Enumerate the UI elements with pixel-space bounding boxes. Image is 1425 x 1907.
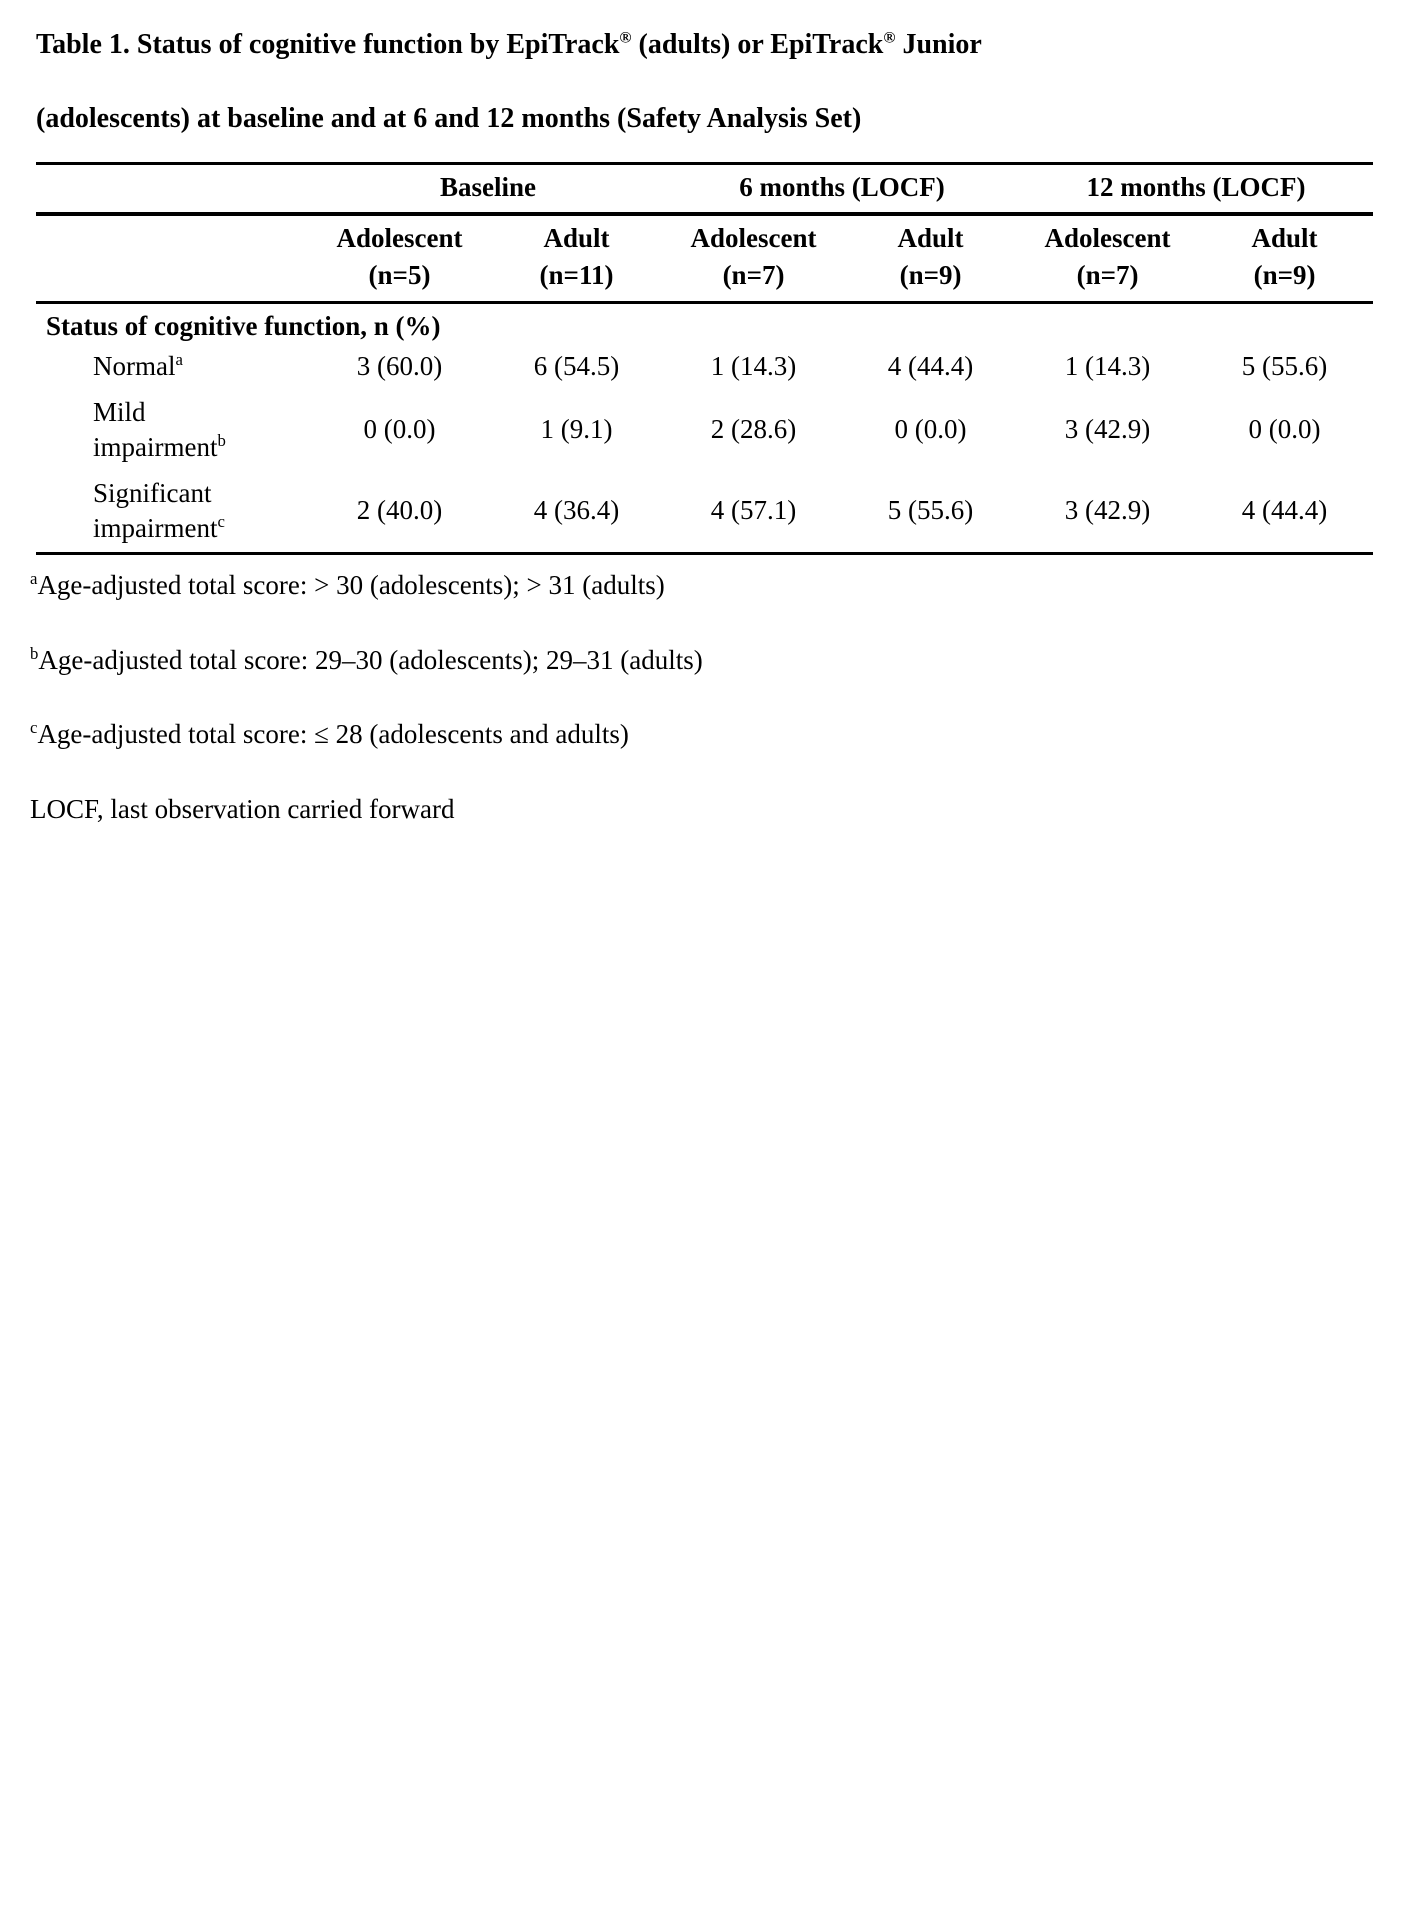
footnote-c: cAge-adjusted total score: ≤ 28 (adolesc… (30, 718, 1375, 752)
group-header-12-months: 12 months (LOCF) (1019, 163, 1374, 216)
footnote-marker-b: b (217, 430, 226, 450)
footnote-a: aAge-adjusted total score: > 30 (adolesc… (30, 569, 1375, 603)
registered-trademark-icon: ® (619, 28, 632, 47)
cognitive-function-table: Baseline 6 months (LOCF) 12 months (LOCF… (36, 162, 1374, 555)
row-label-normal: Normala (36, 344, 311, 390)
title-text: (adults) or EpiTrack (631, 29, 884, 60)
row-label-text: impairment (93, 431, 218, 462)
col-header-baseline-adult: Adult (n=11) (488, 214, 666, 304)
footnote-text: LOCF, last observation carried forward (30, 794, 455, 825)
row-label-text: Normal (93, 350, 176, 381)
title-text: Junior (895, 29, 982, 60)
col-header-n: (n=7) (722, 260, 785, 291)
data-cell: 3 (60.0) (356, 350, 443, 381)
footnote-text: Age-adjusted total score: 29–30 (adolesc… (38, 644, 703, 675)
data-cell: 4 (36.4) (488, 470, 666, 555)
group-header-baseline: Baseline (311, 163, 666, 216)
col-header-label: Adolescent (690, 223, 817, 253)
data-cell: 5 (55.6) (1241, 350, 1328, 381)
data-cell: 2 (28.6) (710, 414, 797, 445)
row-label-significant-impairment: Significant impairmentc (36, 470, 311, 555)
col-header-6months-adolescent: Adolescent (n=7) (665, 214, 843, 304)
footnote-marker-c: c (30, 718, 38, 738)
data-cell: 6 (54.5) (533, 350, 620, 381)
data-cell: 0 (0.0) (363, 414, 436, 445)
col-header-n: (n=11) (539, 260, 614, 291)
data-cell: 5 (55.6) (842, 470, 1020, 555)
col-header-label: Adult (543, 223, 610, 253)
col-header-n: (n=9) (1253, 260, 1316, 291)
col-header-label: Adolescent (336, 223, 463, 253)
col-header-12months-adolescent: Adolescent (n=7) (1019, 214, 1197, 304)
data-cell: 1 (14.3) (1064, 350, 1151, 381)
column-header-row: Adolescent (n=5) Adult (n=11) Adolescent (n… (36, 214, 1374, 304)
empty-corner-cell (36, 214, 311, 304)
table-title-line2: (adolescents) at baseline and at 6 and 1… (36, 103, 862, 134)
footnote-b: bAge-adjusted total score: 29–30 (adoles… (30, 644, 1375, 678)
data-cell: 3 (42.9) (1064, 414, 1151, 445)
row-label-mild-impairment: Mild impairmentb (36, 390, 311, 471)
row-label-text: Mild (93, 396, 146, 427)
col-header-12months-adult: Adult (n=9) (1196, 214, 1374, 304)
col-header-label: Adolescent (1044, 223, 1171, 253)
col-header-n: (n=9) (899, 260, 962, 291)
data-cell: 1 (9.1) (540, 414, 613, 445)
footnote-marker-c: c (217, 511, 225, 531)
table-title-line1: Table 1. Status of cognitive function by… (36, 28, 1375, 62)
data-cell: 3 (42.9) (1019, 470, 1197, 555)
group-header-6-months: 6 months (LOCF) (665, 163, 1020, 216)
table-row-mild-impairment: Mild impairmentb 0 (0.0) 1 (9.1) 2 (28.6)… (36, 390, 1373, 471)
section-header-row: Status of cognitive function, n (%) (36, 302, 1373, 344)
col-header-n: (n=5) (368, 260, 431, 291)
col-header-label: Adult (1251, 223, 1318, 253)
data-cell: 2 (40.0) (311, 470, 488, 555)
footnote-locf: LOCF, last observation carried forward (30, 793, 1375, 827)
table-row-normal: Normala 3 (60.0) 6 (54.5) 1 (14.3) 4 (44… (36, 344, 1373, 390)
footnote-marker-b: b (30, 643, 39, 663)
footnote-marker-a: a (30, 568, 38, 588)
data-cell: 4 (44.4) (887, 350, 974, 381)
footnote-text: Age-adjusted total score: > 30 (adolesce… (37, 569, 665, 600)
data-cell: 4 (44.4) (1196, 470, 1374, 555)
group-header-row: Baseline 6 months (LOCF) 12 months (LOCF… (36, 163, 1374, 216)
title-text: Table 1. Status of cognitive function by… (36, 29, 620, 60)
empty-corner-cell (36, 163, 311, 216)
data-cell: 4 (57.1) (665, 470, 843, 555)
footnotes-block: aAge-adjusted total score: > 30 (adolesc… (30, 569, 1375, 827)
footnote-marker-a: a (175, 349, 183, 369)
table-row-significant-impairment: Significant impairmentc 2 (40.0) 4 (36.4)… (36, 470, 1374, 555)
row-label-text: Significant (93, 477, 212, 508)
row-label-text: impairment (93, 512, 218, 543)
data-cell: 0 (0.0) (894, 414, 967, 445)
col-header-6months-adult: Adult (n=9) (842, 214, 1020, 304)
col-header-label: Adult (897, 223, 964, 253)
data-cell: 1 (14.3) (710, 350, 797, 381)
section-header-label: Status of cognitive function, n (%) (46, 310, 441, 341)
data-cell: 0 (0.0) (1248, 414, 1321, 445)
col-header-n: (n=7) (1076, 260, 1139, 291)
table-title: Table 1. Status of cognitive function by… (36, 28, 1375, 136)
col-header-baseline-adolescent: Adolescent (n=5) (311, 214, 488, 304)
footnote-text: Age-adjusted total score: ≤ 28 (adolesce… (37, 719, 629, 750)
registered-trademark-icon: ® (883, 28, 896, 47)
